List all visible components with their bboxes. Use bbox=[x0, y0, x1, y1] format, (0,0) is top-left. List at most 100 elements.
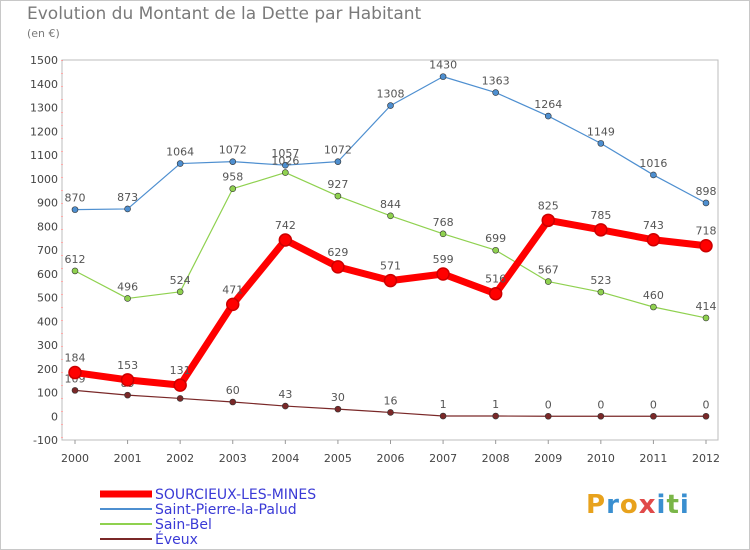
y-tick-label: 100 bbox=[37, 387, 58, 400]
data-point bbox=[541, 213, 555, 228]
data-point bbox=[544, 112, 552, 120]
y-tick-label: 1200 bbox=[30, 125, 58, 138]
data-label: 1 bbox=[440, 398, 447, 411]
data-point bbox=[387, 102, 394, 109]
series-line bbox=[74, 216, 707, 389]
data-point bbox=[226, 297, 240, 312]
x-tick-label: 2007 bbox=[429, 452, 457, 465]
data-point bbox=[544, 412, 552, 420]
data-point bbox=[702, 412, 710, 420]
data-label: 599 bbox=[433, 253, 454, 266]
data-point bbox=[124, 391, 131, 399]
data-point bbox=[229, 398, 237, 406]
legend-label: Éveux bbox=[155, 531, 198, 548]
data-point bbox=[124, 205, 131, 213]
data-point bbox=[436, 267, 450, 281]
y-tick-label: 700 bbox=[37, 244, 58, 257]
data-point bbox=[492, 412, 499, 420]
data-label: 629 bbox=[327, 246, 348, 259]
y-tick-label: 1100 bbox=[30, 149, 58, 162]
data-label: 1072 bbox=[219, 144, 247, 157]
data-point bbox=[597, 288, 605, 296]
data-point bbox=[278, 233, 293, 247]
series-0: 870 873 1064 1072 1057 1072 1308 1430 1363 1264 11… bbox=[65, 59, 717, 213]
data-point bbox=[387, 212, 394, 220]
data-point bbox=[439, 73, 447, 80]
x-tick-label: 2010 bbox=[587, 452, 615, 465]
data-label: 0 bbox=[545, 398, 552, 411]
logo-letter: i bbox=[656, 490, 667, 520]
data-point bbox=[702, 314, 710, 322]
x-tick-label: 2000 bbox=[61, 452, 89, 465]
y-tick-label: 0 bbox=[51, 410, 58, 423]
data-point bbox=[650, 412, 657, 420]
data-point bbox=[229, 158, 237, 165]
data-point bbox=[334, 192, 342, 200]
legend-label: Saint-Pierre-la-Palud bbox=[155, 502, 297, 518]
x-tick-label: 2006 bbox=[377, 452, 405, 465]
y-tick-label: 600 bbox=[37, 268, 58, 281]
data-label: 496 bbox=[117, 280, 138, 293]
data-label: 153 bbox=[117, 359, 138, 372]
data-point bbox=[702, 199, 710, 207]
y-tick-label: 200 bbox=[37, 363, 58, 376]
data-label: 184 bbox=[65, 352, 86, 365]
y-tick-label: 800 bbox=[37, 220, 58, 233]
data-point bbox=[229, 185, 237, 193]
y-tick-label: 900 bbox=[37, 197, 58, 210]
legend-item: Saint-Pierre-la-Palud bbox=[100, 502, 297, 518]
x-tick-label: 2009 bbox=[534, 452, 562, 465]
x-tick-label: 2001 bbox=[114, 452, 142, 465]
y-tick-label: 1000 bbox=[30, 173, 58, 186]
chart-subtitle: (en €) bbox=[27, 27, 60, 40]
chart-title: Evolution du Montant de la Dette par Hab… bbox=[27, 4, 422, 24]
data-point bbox=[650, 303, 657, 311]
data-label: 785 bbox=[590, 209, 611, 222]
logo-letter: r bbox=[606, 490, 620, 520]
series-3: 184 153 131 471 742 629 571 599 516 825 785 743 718 bbox=[65, 199, 717, 392]
data-label: 870 bbox=[65, 192, 86, 205]
data-point bbox=[439, 412, 447, 420]
data-label: 1 bbox=[492, 398, 499, 411]
x-tick-label: 2008 bbox=[482, 452, 510, 465]
y-tick-label: 1400 bbox=[30, 78, 58, 91]
data-point bbox=[282, 402, 289, 410]
data-label: 1264 bbox=[534, 98, 562, 111]
logo-letter: t bbox=[666, 490, 680, 520]
data-label: 958 bbox=[222, 171, 243, 184]
data-point bbox=[282, 161, 289, 169]
legend-item: SOURCIEUX-LES-MINES bbox=[100, 487, 316, 503]
data-label: 0 bbox=[703, 398, 710, 411]
data-label: 768 bbox=[433, 216, 454, 229]
data-point bbox=[383, 273, 398, 288]
x-tick-label: 2005 bbox=[324, 452, 352, 465]
data-label: 1064 bbox=[166, 146, 194, 159]
data-label: 16 bbox=[384, 394, 398, 407]
data-point bbox=[176, 288, 184, 296]
x-tick-label: 2012 bbox=[692, 452, 720, 465]
data-label: 844 bbox=[380, 198, 401, 211]
data-label: 571 bbox=[380, 260, 401, 273]
y-tick-label: 1500 bbox=[30, 54, 58, 67]
data-point bbox=[334, 405, 342, 413]
data-point bbox=[650, 171, 657, 179]
series-1: 612 496 524 958 1026 927 844 768 699 567 523 460 414 bbox=[65, 155, 717, 322]
logo-letter: x bbox=[638, 490, 657, 520]
data-point bbox=[699, 238, 713, 253]
data-point bbox=[173, 378, 187, 392]
y-tick-label: 1300 bbox=[30, 102, 58, 115]
logo-letter: i bbox=[679, 490, 690, 520]
legend-label: Sain-Bel bbox=[155, 517, 212, 533]
series-2: 1098960433016110000 bbox=[65, 372, 710, 420]
data-label: 567 bbox=[538, 264, 559, 277]
x-tick-label: 2004 bbox=[271, 452, 299, 465]
data-label: 30 bbox=[331, 391, 345, 404]
data-label: 471 bbox=[222, 283, 243, 296]
y-tick-label: 400 bbox=[37, 315, 58, 328]
legend: SOURCIEUX-LES-MINESSaint-Pierre-la-Palud… bbox=[100, 487, 316, 548]
series-line bbox=[74, 171, 707, 319]
data-label: 742 bbox=[275, 219, 296, 232]
proxiti-logo: Proxiti bbox=[586, 490, 690, 520]
